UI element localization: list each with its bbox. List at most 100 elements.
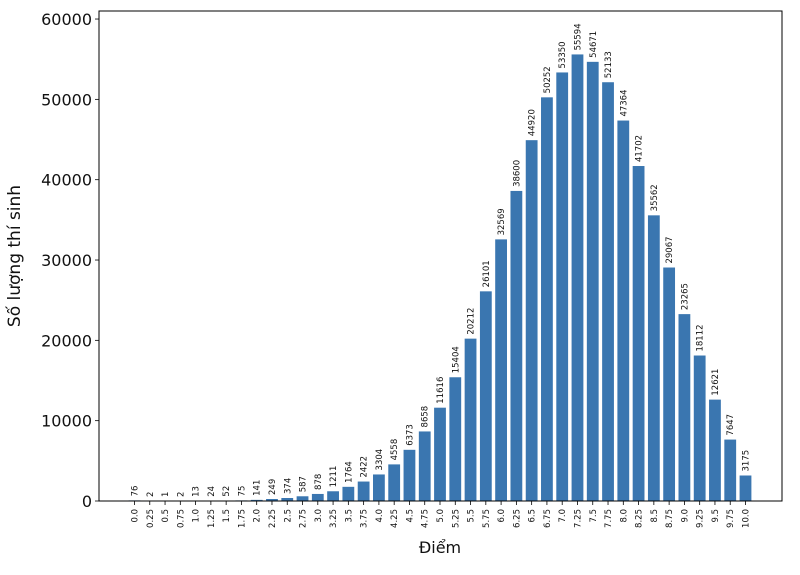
value-label-8.0: 47364 xyxy=(619,89,629,116)
x-tick-label-9.0: 9.0 xyxy=(680,509,690,523)
bar-9.0 xyxy=(678,314,691,501)
y-tick-label-10000: 10000 xyxy=(41,412,92,431)
y-tick-label-30000: 30000 xyxy=(41,251,92,270)
value-label-5.75: 26101 xyxy=(482,260,492,287)
value-label-0.25: 2 xyxy=(146,492,156,497)
x-tick-label-4.5: 4.5 xyxy=(405,509,415,523)
value-label-7.5: 54671 xyxy=(589,31,599,58)
value-label-3.25: 1211 xyxy=(329,466,339,488)
bar-2.5 xyxy=(281,498,294,501)
bar-6.25 xyxy=(510,190,523,501)
value-label-3.75: 2422 xyxy=(360,456,370,478)
x-tick-label-8.25: 8.25 xyxy=(635,509,645,528)
bar-3.75 xyxy=(357,481,370,501)
value-label-8.25: 41702 xyxy=(635,135,645,162)
value-label-0.5: 1 xyxy=(161,492,171,497)
bar-8.5 xyxy=(647,215,660,501)
x-axis: 0.0 0.25 0.5 0.75 1.0 1.25 1.5 1.75 2.0 2.25 2.5 2.… xyxy=(131,501,752,528)
value-label-1.0: 13 xyxy=(192,486,202,497)
value-label-1.25: 24 xyxy=(207,486,217,497)
value-labels-layer: 76 2 1 2 13 24 52 75 141 249 374 587 878 1211 1764 2422… xyxy=(131,23,752,497)
bar-3.0 xyxy=(311,493,324,501)
value-label-9.5: 12621 xyxy=(711,369,721,396)
value-label-10.0: 3175 xyxy=(742,450,752,472)
value-label-3.0: 878 xyxy=(314,474,324,490)
value-label-2.5: 374 xyxy=(283,478,293,494)
x-tick-label-3.0: 3.0 xyxy=(314,509,324,523)
x-tick-label-7.0: 7.0 xyxy=(558,509,568,523)
x-tick-label-6.25: 6.25 xyxy=(512,509,522,528)
x-tick-label-8.5: 8.5 xyxy=(650,509,660,523)
value-label-4.0: 3304 xyxy=(375,449,385,471)
x-tick-label-2.5: 2.5 xyxy=(283,509,293,523)
y-tick-label-0: 0 xyxy=(82,492,92,511)
value-label-1.75: 75 xyxy=(237,486,247,497)
x-tick-label-0.25: 0.25 xyxy=(146,509,156,528)
x-tick-label-1.5: 1.5 xyxy=(222,509,232,523)
x-tick-label-3.25: 3.25 xyxy=(329,509,339,528)
x-tick-label-8.75: 8.75 xyxy=(665,509,675,528)
y-axis: 0 10000 20000 30000 40000 50000 60000 xyxy=(41,10,99,511)
bar-7.5 xyxy=(586,61,599,502)
value-label-6.5: 44920 xyxy=(528,109,538,136)
value-label-9.0: 23265 xyxy=(680,283,690,310)
bar-6.75 xyxy=(541,97,553,501)
x-tick-label-7.5: 7.5 xyxy=(589,509,599,523)
value-label-7.25: 55594 xyxy=(573,23,583,50)
bar-9.75 xyxy=(724,439,737,501)
value-label-4.75: 8658 xyxy=(421,406,431,428)
x-tick-label-6.0: 6.0 xyxy=(497,509,507,523)
x-tick-label-9.5: 9.5 xyxy=(711,509,721,523)
x-tick-label-4.0: 4.0 xyxy=(375,509,385,523)
x-tick-label-6.5: 6.5 xyxy=(528,509,538,523)
value-label-4.5: 6373 xyxy=(405,424,415,446)
value-label-1.5: 52 xyxy=(222,486,232,497)
bar-4.75 xyxy=(418,431,431,501)
x-tick-label-5.25: 5.25 xyxy=(451,509,461,528)
value-label-7.75: 52133 xyxy=(604,51,614,78)
bar-4.25 xyxy=(388,464,401,501)
bar-2.25 xyxy=(266,499,278,501)
value-label-9.25: 18112 xyxy=(696,324,706,351)
x-tick-label-0.0: 0.0 xyxy=(131,509,141,523)
x-tick-label-9.25: 9.25 xyxy=(696,509,706,528)
x-tick-label-5.0: 5.0 xyxy=(436,509,446,523)
y-tick-label-50000: 50000 xyxy=(41,90,92,109)
x-tick-label-9.75: 9.75 xyxy=(726,509,736,528)
bar-5.5 xyxy=(464,338,477,501)
y-tick-label-60000: 60000 xyxy=(41,10,92,29)
value-label-5.5: 20212 xyxy=(467,308,477,335)
plot-frame xyxy=(98,10,783,502)
value-label-2.25: 249 xyxy=(268,479,278,495)
x-tick-label-7.75: 7.75 xyxy=(604,509,614,528)
bar-2.75 xyxy=(296,496,309,501)
bar-8.75 xyxy=(663,267,676,501)
value-label-3.5: 1764 xyxy=(344,461,354,483)
x-tick-label-1.25: 1.25 xyxy=(207,509,217,528)
x-tick-label-0.75: 0.75 xyxy=(176,509,186,528)
x-tick-label-7.25: 7.25 xyxy=(573,509,583,528)
value-label-8.5: 35562 xyxy=(650,184,660,211)
value-label-2.75: 587 xyxy=(299,476,309,492)
x-tick-label-0.5: 0.5 xyxy=(161,509,171,523)
bar-5.25 xyxy=(449,377,462,501)
value-label-4.25: 4558 xyxy=(390,439,400,461)
x-tick-label-2.25: 2.25 xyxy=(268,509,278,528)
bar-8.25 xyxy=(632,166,645,501)
bar-7.75 xyxy=(602,82,614,501)
bar-4.0 xyxy=(373,474,385,501)
value-label-5.0: 11616 xyxy=(436,377,446,404)
bars-layer xyxy=(128,54,752,502)
bar-10.0 xyxy=(739,475,752,501)
x-tick-label-1.0: 1.0 xyxy=(192,509,202,523)
y-tick-label-20000: 20000 xyxy=(41,331,92,350)
value-label-6.25: 38600 xyxy=(512,160,522,187)
x-tick-label-5.75: 5.75 xyxy=(482,509,492,528)
bar-5.0 xyxy=(434,407,446,501)
y-tick-label-40000: 40000 xyxy=(41,171,92,190)
x-tick-label-1.75: 1.75 xyxy=(237,509,247,528)
value-label-6.0: 32569 xyxy=(497,208,507,235)
x-tick-label-6.75: 6.75 xyxy=(543,509,553,528)
